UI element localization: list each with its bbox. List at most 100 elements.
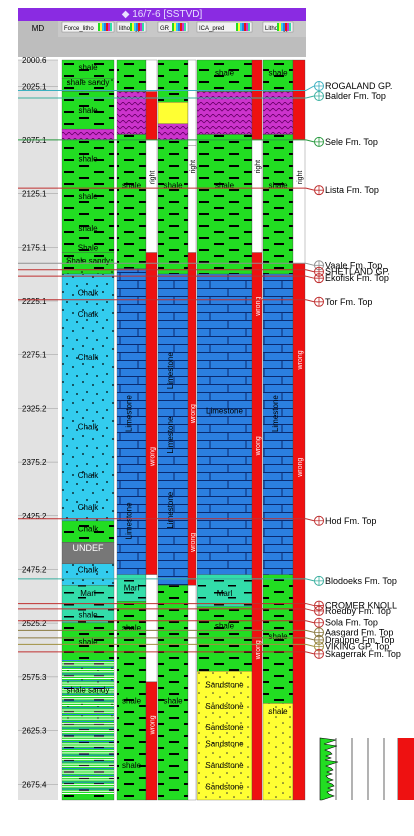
lithology-interval[interactable] [116, 268, 147, 575]
formation-top-label: Blodoeks Fm. Top [325, 576, 397, 586]
legend-swatch [178, 23, 180, 31]
lithology-interval[interactable] [157, 139, 189, 275]
depth-tick-label: 2000.6 [22, 56, 47, 65]
lithology-label: shale [78, 637, 98, 646]
lithology-interval[interactable] [196, 671, 253, 801]
lithology-label: shale sandy [67, 78, 110, 87]
legend-swatch [182, 23, 184, 31]
flag-label: wrong [190, 533, 197, 553]
flag-label: wrong [150, 715, 157, 735]
track-header-0[interactable] [61, 21, 115, 33]
lithology-interval[interactable] [61, 622, 115, 661]
lithology-interval[interactable] [262, 273, 294, 575]
flag-interval[interactable] [187, 59, 197, 146]
lithology-interval[interactable] [262, 59, 294, 92]
lithology-label: shale [215, 181, 235, 190]
formation-top-icon [314, 606, 324, 616]
lithology-label: Sandstone [205, 782, 244, 791]
legend-swatch [180, 23, 182, 31]
flag-interval[interactable] [145, 681, 158, 801]
lithology-interval[interactable] [196, 59, 253, 92]
lithology-interval[interactable] [196, 91, 253, 135]
formation-top-leader [305, 275, 315, 279]
legend-swatch [238, 23, 240, 31]
lithology-interval[interactable] [157, 273, 189, 586]
lithology-interval[interactable] [61, 128, 115, 141]
legend-swatch [279, 23, 281, 31]
lithology-interval[interactable] [262, 574, 294, 704]
flag-label: wrong [255, 640, 262, 660]
flag-interval[interactable] [292, 263, 306, 801]
legend-swatch [184, 23, 186, 31]
formation-top-label: CROMER KNOLL [325, 601, 397, 611]
lithology-label: Chalk [78, 423, 99, 432]
formation-top-leader [305, 637, 315, 641]
flag-track-0[interactable] [145, 59, 158, 801]
formation-top-leader [305, 518, 315, 522]
lithology-interval[interactable] [116, 134, 147, 269]
formation-top-icon [314, 273, 324, 283]
lithology-label: Limestone [206, 407, 243, 416]
lithology-interval[interactable] [116, 91, 147, 135]
flag-interval[interactable] [145, 252, 158, 575]
flag-label: wrong [150, 447, 157, 467]
lithology-label: shale sandy [67, 686, 110, 695]
depth-tick-label: 2175.1 [22, 243, 47, 252]
depth-tick-label: 2325.2 [22, 404, 47, 413]
flag-interval[interactable] [251, 59, 263, 141]
lithology-track-4[interactable] [262, 59, 294, 801]
curve-preview-panel[interactable] [316, 737, 414, 801]
lithology-track-1[interactable] [116, 59, 147, 801]
flag-interval[interactable] [251, 252, 263, 801]
flag-label: wrong [255, 436, 262, 456]
flag-interval[interactable] [251, 139, 263, 253]
legend-swatch [108, 23, 110, 31]
track-header-3[interactable] [196, 21, 253, 33]
lithology-interval[interactable] [61, 139, 115, 253]
lithology-label: shale [268, 707, 288, 716]
lithology-interval[interactable] [157, 123, 189, 141]
formation-top-icon [314, 81, 324, 91]
lithology-label: Marl [124, 584, 140, 593]
md-header-label: MD [32, 24, 45, 33]
formation-top-icon [314, 137, 324, 147]
flag-track-2[interactable] [251, 59, 263, 801]
legend-swatch [244, 23, 246, 31]
lithology-track-2[interactable] [157, 59, 189, 801]
lithology-label: shale [163, 181, 183, 190]
lithology-interval[interactable] [116, 601, 147, 801]
header-scroll-band [18, 37, 306, 57]
lithology-interval[interactable] [196, 273, 253, 575]
lithology-interval[interactable] [61, 585, 115, 624]
lithology-label: Chalk [78, 353, 99, 362]
flag-interval[interactable] [292, 59, 306, 141]
lithology-interval[interactable] [157, 59, 189, 103]
flag-interval[interactable] [187, 585, 197, 801]
lithology-interval[interactable] [196, 574, 253, 607]
lithology-interval[interactable] [262, 134, 294, 275]
flag-label: wrong [297, 350, 304, 370]
flag-label: right [255, 160, 262, 174]
lithology-label: Sandstone [205, 723, 244, 732]
legend-swatch [106, 23, 108, 31]
flag-interval[interactable] [292, 139, 306, 264]
flag-interval[interactable] [145, 91, 158, 141]
flag-interval[interactable] [145, 139, 158, 253]
flag-track-1[interactable] [187, 59, 197, 801]
flag-interval[interactable] [145, 574, 158, 683]
lithology-interval[interactable] [196, 606, 253, 672]
depth-tick-label: 2625.3 [22, 727, 47, 736]
legend-swatch [242, 23, 244, 31]
lithology-interval[interactable] [157, 102, 189, 124]
lithology-interval[interactable] [157, 585, 189, 801]
flag-interval[interactable] [145, 59, 158, 92]
legend-swatch [104, 23, 106, 31]
lithology-interval[interactable] [116, 59, 147, 92]
lithology-interval[interactable] [61, 273, 115, 522]
lithology-interval[interactable] [196, 134, 253, 275]
flag-label: wrong [255, 297, 262, 317]
formation-top-leader [305, 629, 315, 633]
well-title-bar[interactable]: ◆ 16/7-6 [SSTVD] [18, 8, 306, 21]
lithology-interval[interactable] [262, 703, 294, 801]
